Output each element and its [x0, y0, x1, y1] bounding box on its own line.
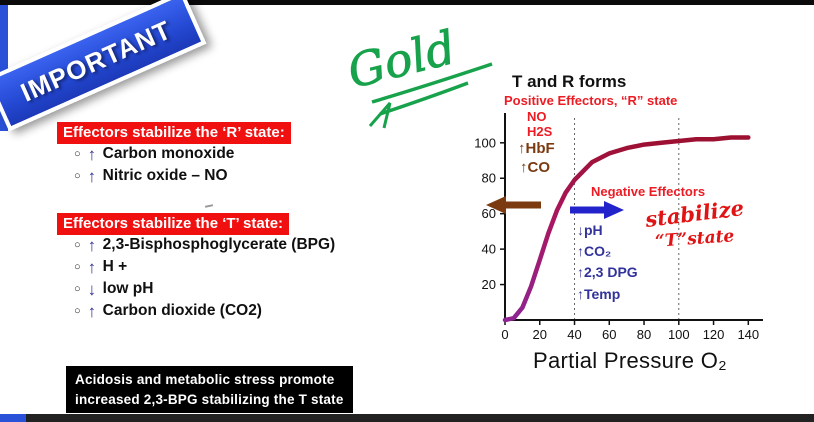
footnote-line-2: increased 2,3-BPG stabilizing the T stat…: [75, 391, 344, 407]
negative-item: ↑2,3 DPG: [577, 264, 638, 280]
x-axis-label: Partial Pressure O₂: [533, 348, 727, 373]
positive-item: NO: [527, 109, 547, 124]
important-banner-label: IMPORTANT: [15, 13, 176, 108]
list-item: ○ ↑ 2,3-Bisphosphoglycerate (BPG): [74, 234, 335, 256]
up-arrow-icon: ↑: [87, 166, 97, 186]
positive-item: ↑HbF: [518, 140, 555, 157]
gold-underline-1: [371, 62, 493, 104]
gold-check-stroke: [368, 102, 392, 129]
blue-right-arrow: [570, 201, 624, 219]
x-tick-label: 120: [703, 327, 725, 342]
y-tick-label: 80: [482, 171, 496, 186]
positive-item: ↑CO: [520, 159, 550, 176]
footnote-line-1: Acidosis and metabolic stress promote: [75, 372, 335, 387]
negative-item: ↓pH: [577, 222, 603, 238]
left-blue-strip: [0, 5, 8, 131]
t-state-list: ○ ↑ 2,3-Bisphosphoglycerate (BPG) ○ ↑ H …: [74, 234, 335, 322]
negative-item: ↑Temp: [577, 286, 621, 302]
item-text: Nitric oxide – NO: [102, 167, 228, 184]
gold-text: Gold: [342, 20, 460, 99]
bullet-icon: ○: [74, 282, 81, 295]
r-state-list: ○ ↑ Carbon monoxide ○ ↑ Nitric oxide – N…: [74, 143, 234, 187]
heading-r-state: Effectors stabilize the ‘R’ state:: [57, 122, 291, 144]
dissociation-curve: [502, 135, 751, 323]
brown-left-arrow: [486, 196, 541, 214]
list-item: ○ ↑ Carbon monoxide: [74, 143, 234, 165]
x-tick-label: 100: [668, 327, 690, 342]
important-banner: IMPORTANT: [0, 0, 207, 132]
bullet-icon: ○: [74, 238, 81, 251]
chart-title: T and R forms: [512, 72, 627, 91]
item-text: Carbon dioxide (CO2): [102, 302, 262, 319]
list-item: ○ ↑ H +: [74, 256, 335, 278]
down-arrow-icon: ↓: [87, 279, 97, 299]
positive-item: H2S: [527, 124, 553, 139]
up-arrow-icon: ↑: [87, 257, 97, 277]
item-text: H +: [102, 258, 128, 275]
bullet-icon: ○: [74, 304, 81, 317]
list-item: ○ ↓ low pH: [74, 278, 335, 300]
x-tick-label: 0: [501, 327, 508, 342]
y-tick-label: 40: [482, 242, 496, 257]
heading-t-state: Effectors stabilize the ‘T’ state:: [57, 213, 290, 235]
item-text: low pH: [102, 280, 154, 297]
bottom-border-bar: [0, 414, 814, 422]
up-arrow-icon: ↑: [87, 235, 97, 255]
x-tick-label: 40: [567, 327, 581, 342]
gold-handwriting: Gold: [342, 20, 493, 129]
negative-item: ↑CO₂: [577, 243, 612, 259]
list-item: ○ ↑ Carbon dioxide (CO2): [74, 300, 335, 322]
x-tick-label: 20: [533, 327, 547, 342]
up-arrow-icon: ↑: [87, 144, 97, 164]
footnote-box: Acidosis and metabolic stress promote in…: [66, 366, 353, 414]
negative-effectors-label: Negative Effectors: [591, 184, 706, 199]
item-text: 2,3-Bisphosphoglycerate (BPG): [102, 236, 336, 253]
top-border-bar: [0, 0, 814, 5]
list-item: ○ ↑ Nitric oxide – NO: [74, 165, 234, 187]
y-tick-label: 100: [474, 135, 496, 150]
pen-mark: [204, 204, 214, 208]
positive-effectors-label: Positive Effectors, “R” state: [504, 93, 678, 108]
bullet-icon: ○: [74, 169, 81, 182]
y-tick-label: 60: [482, 206, 496, 221]
item-text: Carbon monoxide: [102, 145, 235, 162]
x-tick-label: 60: [602, 327, 616, 342]
oxygen-dissociation-chart: 0 20 40 60 80 100 120 140 20 40 60 80 100: [474, 113, 763, 342]
up-arrow-icon: ↑: [87, 301, 97, 321]
bullet-icon: ○: [74, 147, 81, 160]
x-tick-label: 140: [737, 327, 759, 342]
y-tick-label: 20: [482, 277, 496, 292]
bullet-icon: ○: [74, 260, 81, 273]
x-tick-label: 80: [637, 327, 651, 342]
bottom-blue-corner: [0, 414, 26, 422]
